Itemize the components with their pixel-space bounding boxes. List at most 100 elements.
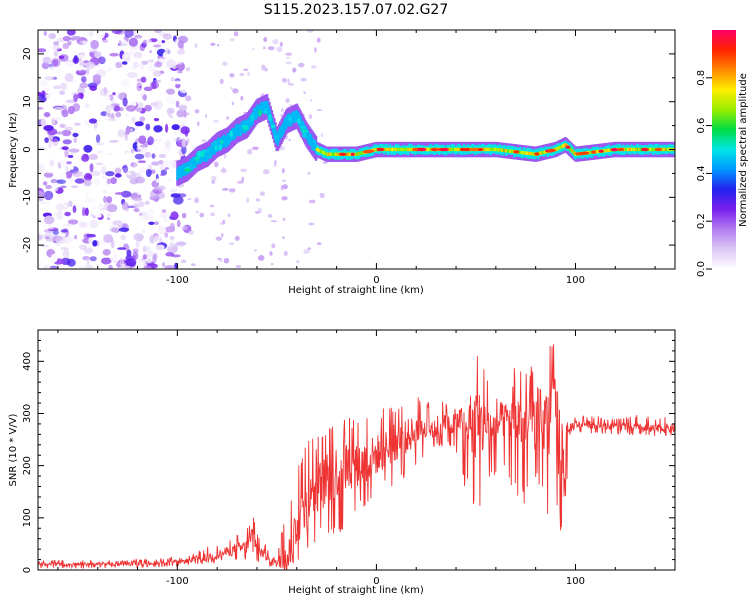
noise-blob (164, 265, 176, 269)
noise-blob (179, 85, 190, 94)
noise-blob (163, 160, 174, 168)
noise-blob (170, 77, 175, 82)
noise-blob (110, 177, 117, 185)
noise-blob (62, 249, 70, 259)
noise-blob (169, 235, 175, 240)
scatter-blob (251, 146, 259, 150)
noise-blob (49, 182, 59, 193)
noise-blob (150, 81, 159, 90)
noise-blob (169, 188, 178, 193)
noise-blob (53, 106, 64, 112)
noise-blob (137, 160, 147, 163)
ridge-core (504, 149, 507, 153)
noise-blob (56, 211, 64, 221)
noise-blob (180, 225, 188, 231)
noise-blob (114, 173, 122, 178)
scatter-blob (252, 48, 255, 51)
scatter-blob (283, 250, 288, 257)
noise-blob (139, 116, 146, 122)
ridge-blob (196, 150, 202, 157)
noise-blob (80, 101, 87, 108)
noise-blob (55, 131, 64, 135)
noise-blob (56, 203, 64, 212)
ridge-core (316, 148, 320, 152)
noise-blob (155, 244, 165, 251)
noise-blob (178, 104, 188, 111)
noise-blob (83, 144, 93, 153)
scatter-blob (307, 247, 312, 250)
noise-blob (72, 132, 79, 138)
scatter-blob (210, 204, 215, 208)
ridge-core (455, 147, 458, 152)
scatter-blob (194, 42, 198, 49)
scatter-blob (281, 168, 285, 174)
noise-blob (132, 248, 139, 253)
scatter-blob (239, 72, 245, 77)
ridge-blob (188, 162, 196, 170)
noise-blob (52, 44, 61, 51)
ridge-blob (299, 124, 307, 129)
scatter-blob (270, 263, 274, 266)
noise-blob (60, 83, 66, 89)
noise-blob (133, 233, 144, 241)
noise-blob (181, 145, 187, 155)
colorbar-tick-label: 0.8 (696, 70, 707, 86)
scatter-blob (269, 251, 273, 256)
noise-blob (108, 264, 113, 269)
noise-blob (88, 118, 98, 124)
noise-blob (44, 76, 55, 81)
noise-blob (86, 67, 90, 75)
noise-blob (150, 102, 158, 107)
noise-blob (43, 30, 47, 36)
scatter-blob (201, 139, 207, 143)
ridge-peak (591, 150, 596, 154)
ridge-blob (250, 115, 253, 122)
noise-blob (95, 95, 100, 102)
ridge-core (510, 149, 513, 153)
scatter-blob (303, 249, 310, 254)
noise-blob (134, 121, 144, 127)
noise-blob (166, 96, 177, 105)
scatter-blob (296, 260, 300, 264)
noise-blob (38, 234, 43, 241)
noise-blob (60, 185, 67, 188)
noise-blob (142, 94, 147, 101)
snr-ytick-label: 300 (22, 404, 33, 423)
noise-blob (45, 184, 52, 190)
scatter-blob (282, 236, 285, 240)
ridge-core (482, 147, 486, 152)
noise-blob (177, 40, 184, 49)
noise-blob (61, 232, 66, 237)
noise-blob (124, 30, 134, 38)
spectrogram-ytick-label: 0 (22, 146, 33, 152)
noise-blob (158, 160, 164, 165)
noise-blob (79, 82, 89, 89)
scatter-blob (186, 112, 190, 116)
snr-panel: -100 0 100 0 100 200 300 400 Height of straight… (8, 329, 676, 596)
ridge-mid (265, 100, 269, 113)
scatter-blob (272, 38, 279, 45)
noise-blob (48, 265, 59, 269)
noise-blob (102, 39, 109, 43)
noise-blob (38, 196, 44, 202)
ridge-blob (296, 118, 301, 125)
scatter-blob (187, 198, 192, 201)
ridge-blob (274, 135, 279, 140)
noise-blob (149, 50, 153, 54)
scatter-blob (310, 99, 313, 102)
noise-blob (98, 56, 106, 65)
noise-blob (78, 69, 88, 73)
noise-blob (145, 123, 151, 131)
ridge-peak (617, 147, 625, 152)
ridge-blob (207, 147, 211, 153)
noise-blob (97, 183, 108, 187)
scatter-blob (185, 95, 192, 102)
ridge-peak (430, 147, 439, 152)
noise-blob (97, 202, 104, 209)
scatter-blob (285, 98, 290, 103)
scatter-blob (322, 161, 328, 164)
noise-blob (38, 143, 42, 146)
scatter-blob (205, 114, 208, 118)
scatter-blob (235, 265, 241, 268)
scatter-blob (298, 62, 305, 68)
